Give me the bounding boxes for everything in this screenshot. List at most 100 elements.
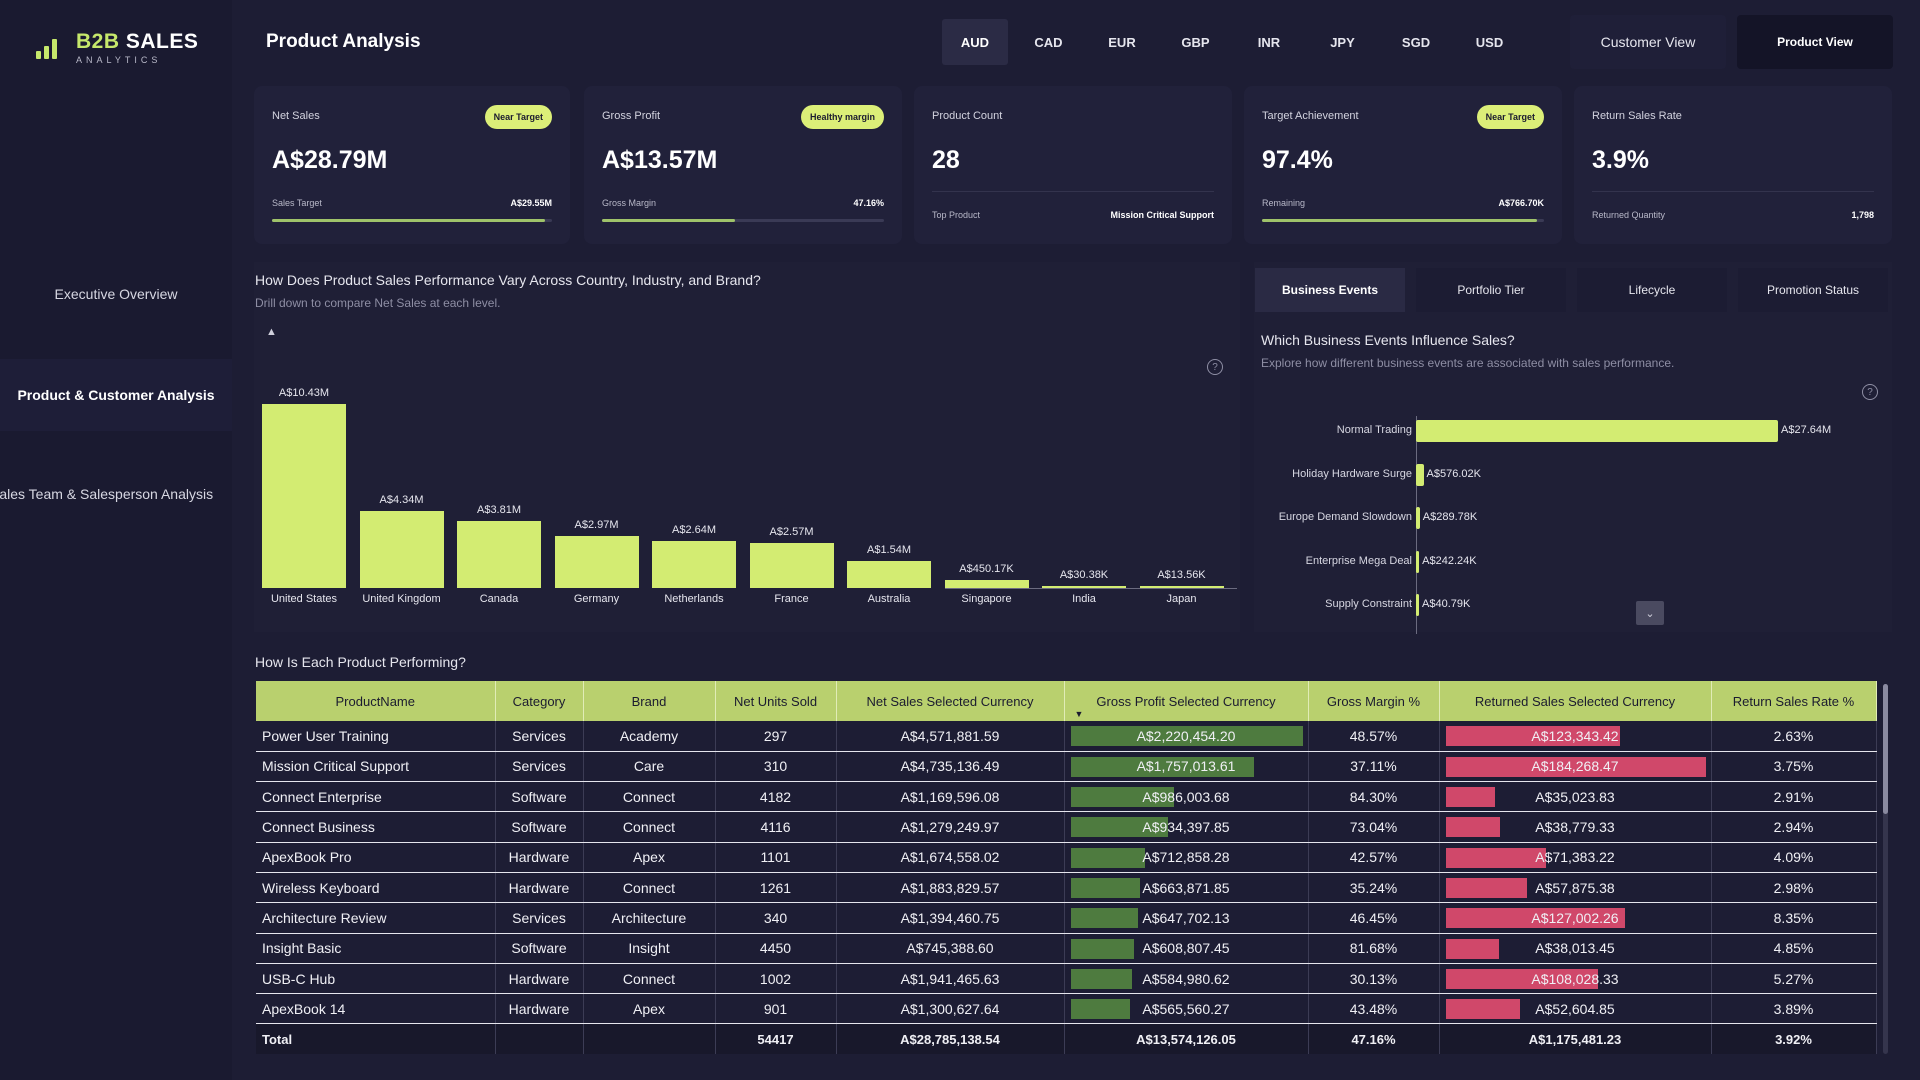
brand-tagline: ANALYTICS — [76, 55, 162, 65]
table-title: How Is Each Product Performing? — [255, 654, 466, 670]
bar[interactable] — [749, 542, 834, 588]
bar[interactable] — [262, 404, 346, 588]
cell-value: A$647,702.13 — [1142, 909, 1230, 926]
product-view-button[interactable]: Product View — [1737, 15, 1893, 69]
column-header[interactable]: Returned Sales Selected Currency — [1439, 681, 1712, 721]
currency-tab-inr[interactable]: INR — [1257, 34, 1281, 50]
kpi-return-rate: Return Sales Rate 3.9% Returned Quantity… — [1574, 86, 1892, 244]
table-row[interactable]: Mission Critical Support Services Care 310 A… — [256, 751, 1877, 783]
table-row[interactable]: Wireless Keyboard Hardware Connect 1261 A$1,… — [256, 872, 1877, 904]
kpi-label: Return Sales Rate — [1592, 110, 1682, 122]
nav-executive-overview[interactable]: Executive Overview — [54, 286, 178, 302]
tick-label: United States — [270, 593, 338, 605]
profit-bar — [1070, 877, 1140, 898]
events-chart-title: Which Business Events Influence Sales? — [1261, 332, 1515, 348]
tab-lifecycle[interactable]: Lifecycle — [1577, 268, 1727, 312]
table-scrollbar[interactable] — [1883, 684, 1888, 1054]
table-row[interactable]: Connect Enterprise Software Connect 4182 A$1… — [256, 781, 1877, 813]
home-icon[interactable]: ▲ — [266, 326, 277, 338]
table-cell: A$35,023.83 — [1439, 781, 1712, 813]
bar[interactable] — [1042, 586, 1126, 588]
tab-business-events[interactable]: Business Events — [1255, 268, 1405, 312]
bar[interactable] — [1416, 594, 1419, 616]
table-cell: 4450 — [715, 933, 837, 964]
table-cell: 4182 — [715, 781, 837, 813]
data-label: A$30.38K — [1059, 569, 1109, 581]
bar[interactable] — [554, 535, 639, 588]
bar[interactable] — [652, 541, 736, 588]
table-cell: Architecture Review — [256, 902, 496, 934]
table-scrollbar-thumb[interactable] — [1883, 684, 1888, 814]
chart-baseline — [944, 588, 1237, 589]
bar[interactable] — [847, 560, 931, 588]
bar[interactable] — [1416, 463, 1424, 486]
table-cell: A$52,604.85 — [1439, 993, 1712, 1025]
table-cell: 37.11% — [1308, 751, 1440, 783]
bar[interactable] — [359, 511, 444, 588]
currency-tab-jpy[interactable]: JPY — [1330, 34, 1355, 50]
tick-label: Singapore — [961, 593, 1012, 605]
kpi-sub-value: Mission Critical Support — [1110, 210, 1214, 220]
cell-value: A$934,397.85 — [1142, 819, 1230, 836]
cell-value: A$127,002.26 — [1531, 909, 1619, 926]
column-header[interactable]: Return Sales Rate % — [1711, 681, 1877, 721]
column-header[interactable]: Brand — [583, 681, 716, 721]
tick-label: Japan — [1166, 593, 1197, 605]
table-cell: 1261 — [715, 872, 837, 904]
table-row[interactable]: Architecture Review Services Architecture 3… — [256, 902, 1877, 934]
table-cell: A$38,013.45 — [1439, 933, 1712, 964]
column-header-label: Category — [512, 693, 566, 709]
kpi-sub-label: Gross Margin — [602, 198, 657, 208]
table-row[interactable]: Connect Business Software Connect 4116 A$1,2… — [256, 811, 1877, 843]
bar[interactable] — [1139, 586, 1224, 588]
nav-product-customer-analysis[interactable]: Product & Customer Analysis — [0, 359, 232, 431]
table-row[interactable]: ApexBook 14 Hardware Apex 901 A$1,300,627.64… — [256, 993, 1877, 1025]
total-cell: A$28,785,138.54 — [836, 1023, 1065, 1054]
column-header[interactable]: ProductName — [256, 681, 496, 721]
column-header[interactable]: Category — [495, 681, 584, 721]
chevron-down-icon[interactable]: ⌄ — [1636, 601, 1664, 625]
bar[interactable] — [1416, 420, 1778, 442]
table-cell: 46.45% — [1308, 902, 1440, 934]
bar[interactable] — [1416, 550, 1420, 573]
currency-tab-sgd[interactable]: SGD — [1401, 34, 1431, 50]
customer-view-button[interactable]: Customer View — [1570, 15, 1726, 69]
column-header[interactable]: Gross Profit Selected Currency ▼ — [1064, 681, 1309, 721]
column-header[interactable]: Net Units Sold — [715, 681, 837, 721]
table-cell: ApexBook Pro — [256, 842, 496, 873]
currency-tab-eur[interactable]: EUR — [1108, 34, 1136, 50]
table-cell: Hardware — [495, 842, 584, 873]
currency-tab-cad[interactable]: CAD — [1034, 34, 1063, 50]
table-row[interactable]: ApexBook Pro Hardware Apex 1101 A$1,674,558.… — [256, 842, 1877, 873]
sort-desc-icon[interactable]: ▼ — [1074, 709, 1084, 719]
tab-promotion-status[interactable]: Promotion Status — [1738, 268, 1888, 312]
table-cell: A$184,268.47 — [1439, 751, 1712, 783]
help-icon[interactable]: ? — [1207, 359, 1223, 375]
bar[interactable] — [1416, 507, 1420, 529]
table-cell: Insight Basic — [256, 933, 496, 964]
table-cell: 4116 — [715, 811, 837, 843]
tick-label: Australia — [867, 593, 911, 605]
column-header[interactable]: Net Sales Selected Currency — [836, 681, 1065, 721]
table-row[interactable]: USB-C Hub Hardware Connect 1002 A$1,941,465.… — [256, 963, 1877, 995]
total-cell: A$13,574,126.05 — [1064, 1023, 1309, 1054]
column-header[interactable]: Gross Margin % — [1308, 681, 1440, 721]
table-total-row: Total 54417 A$28,785,138.54 A$13,574,126.05… — [256, 1023, 1877, 1054]
table-cell: Connect — [583, 872, 716, 904]
table-row[interactable]: Power User Training Services Academy 297 A$4… — [256, 721, 1877, 752]
profit-bar — [1070, 999, 1130, 1020]
tick-label: Holiday Hardware Surge — [1292, 467, 1412, 480]
help-icon[interactable]: ? — [1862, 384, 1878, 400]
tab-portfolio-tier[interactable]: Portfolio Tier — [1416, 268, 1566, 312]
currency-tab-gbp[interactable]: GBP — [1181, 34, 1210, 50]
table-cell: Connect — [583, 963, 716, 995]
table-row[interactable]: Insight Basic Software Insight 4450 A$745,38… — [256, 933, 1877, 964]
bar[interactable] — [944, 580, 1029, 588]
data-label: A$4.34M — [379, 494, 424, 507]
currency-tab-usd[interactable]: USD — [1475, 34, 1504, 50]
currency-tab-aud[interactable]: AUD — [942, 19, 1008, 65]
table-cell: 4.85% — [1711, 933, 1877, 964]
bar[interactable] — [457, 520, 541, 588]
nav-sales-team-analysis[interactable]: Sales Team & Salesperson Analysis — [0, 458, 232, 530]
profit-bar — [1070, 938, 1135, 959]
